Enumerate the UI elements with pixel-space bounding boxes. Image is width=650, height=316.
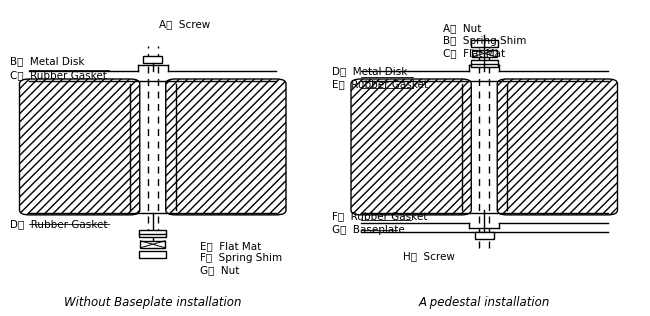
Text: C：  Flat Mat: C： Flat Mat [443,48,506,58]
Text: G：  Nut: G： Nut [200,265,240,275]
Text: H：  Screw: H： Screw [403,252,455,262]
Text: F：  Rubber Gasket: F： Rubber Gasket [332,211,427,222]
FancyBboxPatch shape [497,79,618,215]
Text: Without Baseplate installation: Without Baseplate installation [64,296,242,309]
Text: C：  Rubber Gasket: C： Rubber Gasket [10,70,107,80]
Text: D：  Metal Disk: D： Metal Disk [332,66,407,76]
Bar [474,232,494,239]
Bar [139,230,166,237]
Bar [471,60,498,67]
Text: F：  Spring Shim: F： Spring Shim [200,253,282,264]
FancyBboxPatch shape [20,79,140,215]
Text: D：  Rubber Gasket: D： Rubber Gasket [10,219,107,229]
FancyBboxPatch shape [351,79,471,215]
Text: E：  Rubber Gasket: E： Rubber Gasket [332,79,428,89]
Text: A：  Screw: A： Screw [159,19,211,29]
Text: B：  Spring Shim: B： Spring Shim [443,36,526,46]
FancyBboxPatch shape [166,79,286,215]
Text: G：  Baseplate: G： Baseplate [332,225,404,235]
Bar [140,241,165,248]
Text: E：  Flat Mat: E： Flat Mat [200,241,261,252]
Bar [143,56,162,63]
Text: A：  Nut: A： Nut [443,23,482,33]
Text: B：  Metal Disk: B： Metal Disk [10,57,84,67]
Bar [471,40,498,47]
Bar [139,251,166,258]
Text: A pedestal installation: A pedestal installation [419,296,550,309]
Bar [472,50,497,57]
